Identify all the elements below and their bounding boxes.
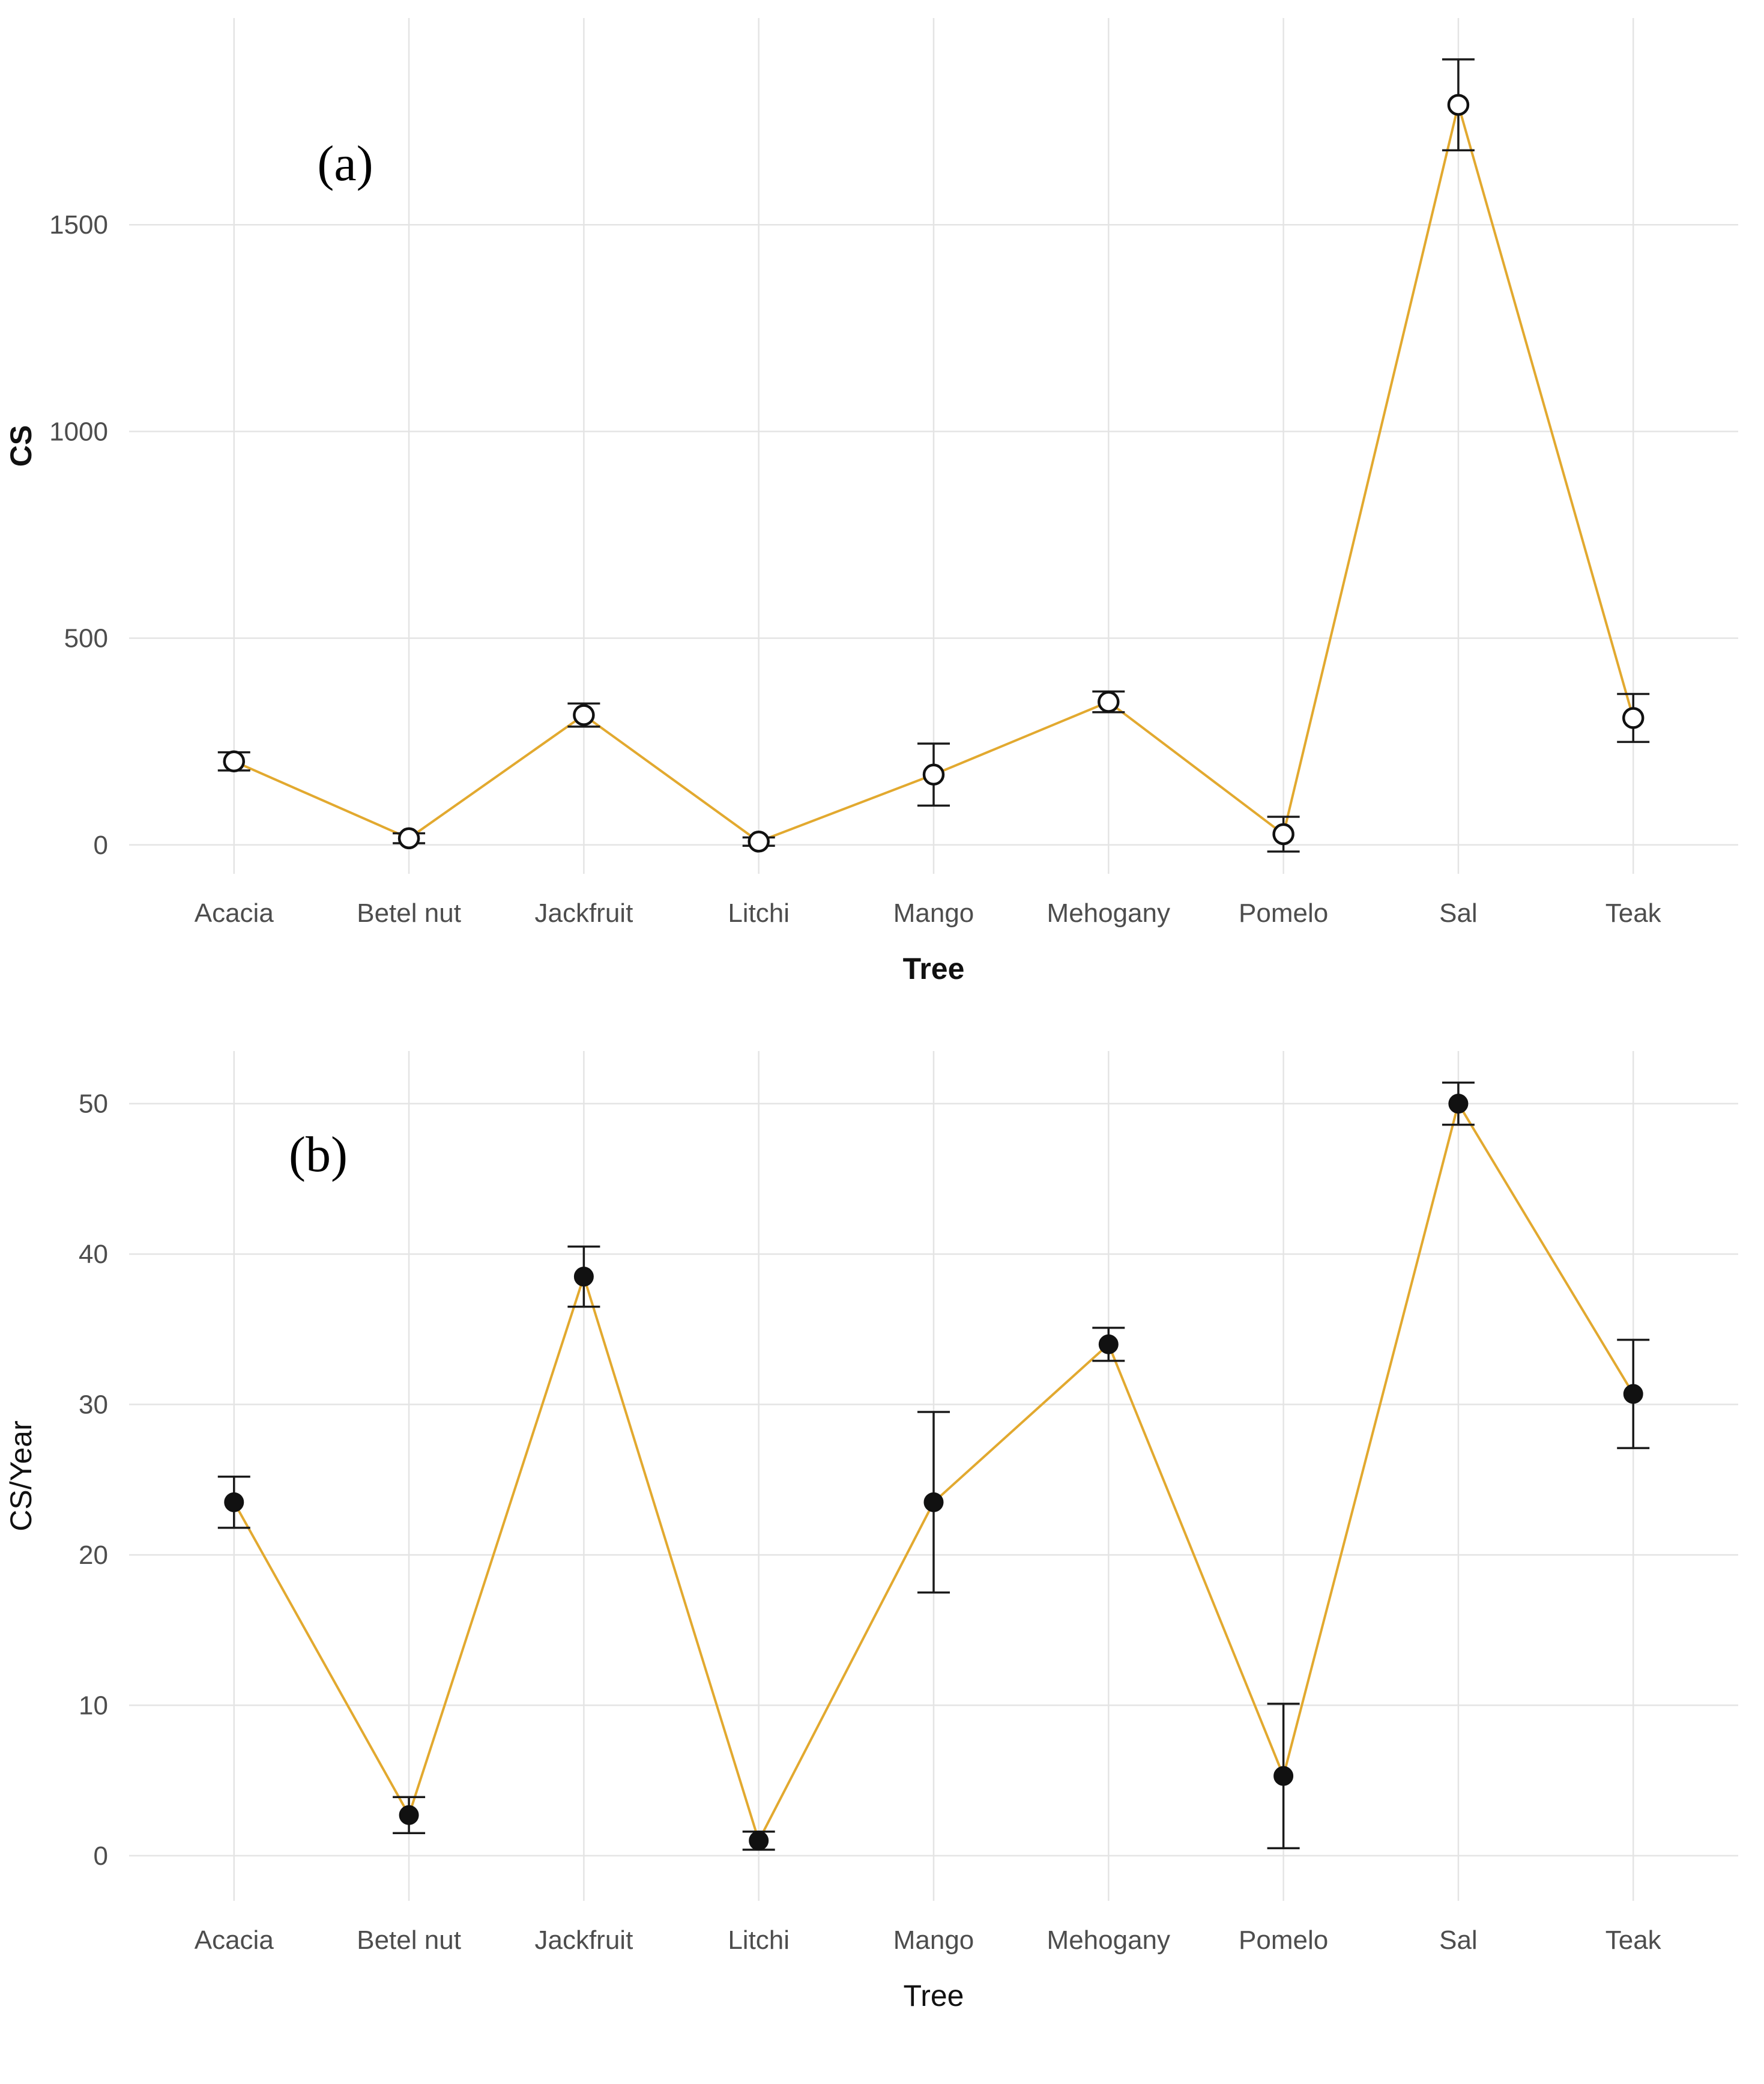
data-point xyxy=(1448,1094,1469,1114)
panel-background xyxy=(0,0,1764,1009)
data-point xyxy=(1272,823,1294,846)
data-point xyxy=(224,1492,244,1512)
x-tick-label: Mango xyxy=(893,1925,974,1955)
data-point xyxy=(1447,94,1470,116)
y-tick-label: 1000 xyxy=(49,417,108,446)
x-tick-label: Acacia xyxy=(195,1925,274,1955)
y-tick-label: 40 xyxy=(79,1240,108,1269)
x-tick-label: Pomelo xyxy=(1239,898,1328,928)
x-tick-label: Pomelo xyxy=(1239,1925,1328,1955)
panel-label: (a) xyxy=(317,136,373,192)
data-point xyxy=(1098,1334,1119,1354)
panel-label: (b) xyxy=(289,1127,348,1183)
x-tick-label: Jackfruit xyxy=(534,898,633,928)
x-tick-label: Litchi xyxy=(728,1925,790,1955)
x-tick-label: Teak xyxy=(1605,898,1662,928)
y-tick-label: 0 xyxy=(94,831,108,860)
panel-background xyxy=(0,1009,1764,2084)
data-point xyxy=(573,1267,594,1287)
data-point xyxy=(573,704,595,726)
data-point xyxy=(923,1492,944,1512)
x-tick-label: Sal xyxy=(1439,1925,1478,1955)
x-tick-label: Mango xyxy=(893,898,974,928)
x-tick-label: Sal xyxy=(1439,898,1478,928)
y-tick-label: 50 xyxy=(79,1089,108,1119)
data-point xyxy=(1098,691,1120,713)
chart-b: 0 10 20 30 40 50 Acacia Betel nut Jackfruit Litch… xyxy=(0,1009,1764,2084)
data-point xyxy=(1273,1766,1294,1786)
chart-a: 0 500 1000 1500 Acacia Betel nut Jackfruit Litc… xyxy=(0,0,1764,1009)
y-tick-label: 10 xyxy=(79,1691,108,1720)
y-axis-title: CS xyxy=(4,425,38,467)
x-tick-label: Betel nut xyxy=(357,898,461,928)
data-point xyxy=(749,1831,769,1851)
x-axis-title: Tree xyxy=(904,1979,964,2013)
x-tick-label: Betel nut xyxy=(357,1925,461,1955)
x-axis-title: Tree xyxy=(903,952,965,986)
y-tick-label: 500 xyxy=(64,624,108,653)
chart-b-canvas: 0 10 20 30 40 50 Acacia Betel nut Jackfruit Litch… xyxy=(0,1009,1764,2084)
data-point xyxy=(1623,1384,1643,1404)
y-tick-label: 20 xyxy=(79,1540,108,1570)
chart-a-canvas: 0 500 1000 1500 Acacia Betel nut Jackfruit Litc… xyxy=(0,0,1764,1009)
data-point xyxy=(397,827,420,850)
data-point xyxy=(223,750,246,773)
x-tick-label: Teak xyxy=(1605,1925,1662,1955)
x-tick-label: Acacia xyxy=(195,898,274,928)
y-tick-label: 1500 xyxy=(49,210,108,240)
data-point xyxy=(1622,707,1645,729)
data-point xyxy=(399,1805,419,1825)
y-axis-title: CS/Year xyxy=(4,1420,38,1531)
data-point xyxy=(922,763,945,786)
x-tick-label: Jackfruit xyxy=(534,1925,633,1955)
y-tick-label: 30 xyxy=(79,1390,108,1420)
data-point xyxy=(748,831,770,853)
x-tick-label: Mehogany xyxy=(1047,898,1170,928)
x-tick-label: Mehogany xyxy=(1047,1925,1170,1955)
x-tick-label: Litchi xyxy=(728,898,790,928)
y-tick-label: 0 xyxy=(94,1841,108,1871)
